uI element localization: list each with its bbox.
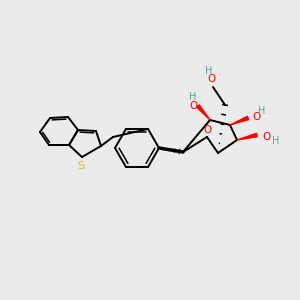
Text: H: H — [205, 66, 213, 76]
Text: O: O — [204, 125, 212, 135]
Text: O: O — [262, 132, 270, 142]
Polygon shape — [197, 105, 210, 120]
Text: H: H — [189, 92, 197, 102]
Polygon shape — [230, 116, 249, 125]
Text: H: H — [272, 136, 279, 146]
Polygon shape — [237, 133, 257, 140]
Text: O: O — [189, 101, 197, 111]
Text: H: H — [258, 106, 266, 116]
Text: S: S — [77, 161, 85, 171]
Text: O: O — [252, 112, 260, 122]
Text: O: O — [208, 74, 216, 84]
